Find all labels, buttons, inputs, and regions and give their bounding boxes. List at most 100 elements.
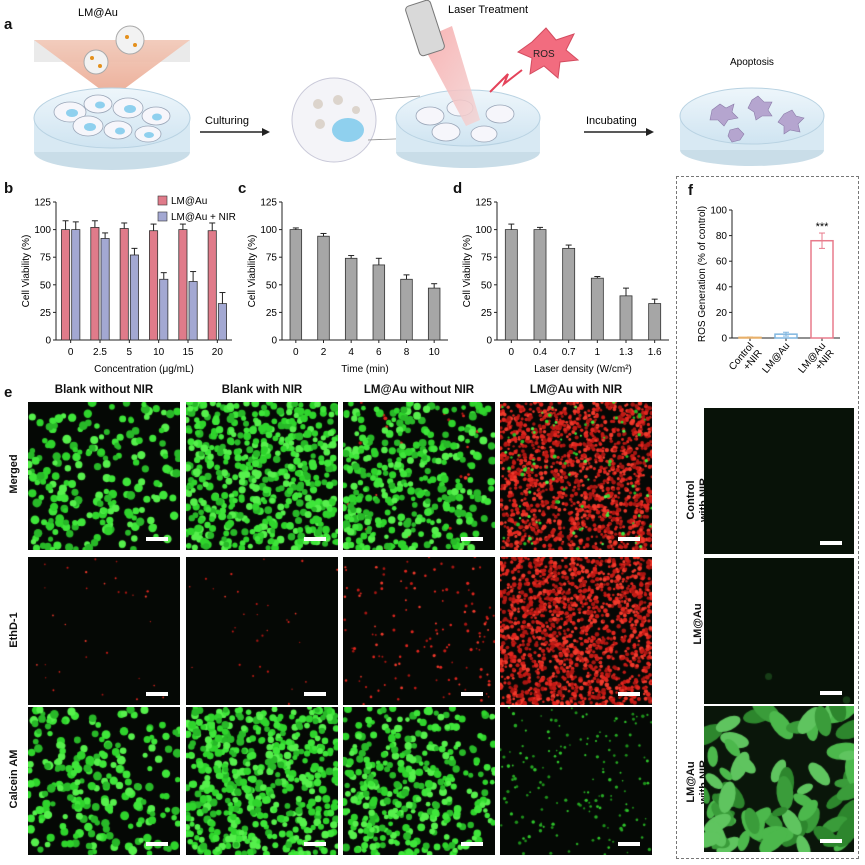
scale-bar xyxy=(820,691,842,695)
y-axis-label: Cell Viability (%) xyxy=(21,235,32,308)
bar-value xyxy=(562,247,576,341)
x-tick-label: 1 xyxy=(595,347,601,358)
incubating-label: Incubating xyxy=(586,115,637,127)
micrograph-merged-blank-with-nir xyxy=(186,402,338,550)
x-tick-label: 5 xyxy=(127,347,133,358)
row-label-merged: Merged xyxy=(8,454,20,494)
bar-value xyxy=(372,264,386,341)
x-tick-label: 15 xyxy=(182,347,194,358)
col-title-lmau-without-nir: LM@Au without NIR xyxy=(363,384,475,396)
x-tick-label: 0 xyxy=(293,347,299,358)
particle-beam xyxy=(34,40,190,98)
y-tick-label: 100 xyxy=(710,206,727,217)
scale-bar xyxy=(304,537,326,541)
micrograph-calcein-am-blank-without-nir xyxy=(28,707,180,855)
apoptosis-label: Apoptosis xyxy=(730,57,774,68)
panel-label-c: c xyxy=(238,180,247,197)
legend-label-1: LM@Au + NIR xyxy=(171,212,236,223)
x-tick-label: 0.7 xyxy=(562,347,576,358)
y-tick-label: 50 xyxy=(40,280,52,291)
row-label-ethd1: EthD-1 xyxy=(8,612,20,648)
scale-bar xyxy=(146,842,168,846)
micrograph-calcein-am-lmau-without-nir xyxy=(343,707,495,855)
y-tick-label: 50 xyxy=(266,280,278,291)
panel-f-frame xyxy=(676,176,859,859)
bar-value xyxy=(427,287,441,341)
y-axis-label: Cell Viability (%) xyxy=(247,235,258,308)
y-tick-label: 60 xyxy=(716,257,728,268)
ros-micrograph-lmau-with-nir xyxy=(704,706,854,852)
bar-lmau xyxy=(178,229,188,341)
x-tick-label: 1.3 xyxy=(619,347,633,358)
bar-value xyxy=(810,239,834,339)
y-tick-label: 0 xyxy=(45,336,51,347)
x-tick-label: Control+NIR xyxy=(727,341,765,380)
scale-bar xyxy=(146,692,168,696)
culture-dish-1 xyxy=(33,25,191,170)
y-tick-label: 100 xyxy=(34,225,51,236)
bar-lmau xyxy=(61,229,71,341)
y-axis-label: Cell Viability (%) xyxy=(462,235,473,308)
x-tick-label-group: LM@Au xyxy=(761,341,793,376)
x-tick-label: LM@Au+NIR xyxy=(797,341,837,383)
lm-au-particle xyxy=(115,25,145,55)
y-tick-label: 25 xyxy=(266,308,278,319)
culture-dish-2 xyxy=(395,0,580,168)
bar-lmau-nir xyxy=(217,303,227,341)
micrograph-calcein-am-blank-with-nir xyxy=(186,707,338,855)
scale-bar xyxy=(618,537,640,541)
lm-au-label: LM@Au xyxy=(78,7,118,19)
bar-value xyxy=(289,229,303,341)
y-tick-label: 40 xyxy=(716,282,728,293)
bar-value xyxy=(590,277,604,341)
y-tick-label: 25 xyxy=(40,308,52,319)
x-tick-label: 1.6 xyxy=(648,347,662,358)
x-tick-label-group: Control+NIR xyxy=(727,341,765,380)
x-tick-label: 6 xyxy=(376,347,382,358)
y-tick-label: 75 xyxy=(481,253,493,264)
y-tick-label: 75 xyxy=(266,253,278,264)
culture-dish-3 xyxy=(679,87,825,166)
scale-bar xyxy=(820,839,842,843)
bar-value xyxy=(344,257,358,341)
x-tick-label: 10 xyxy=(153,347,165,358)
x-tick-label: 20 xyxy=(212,347,224,358)
y-tick-label: 25 xyxy=(481,308,493,319)
scale-bar xyxy=(820,541,842,545)
y-tick-label: 50 xyxy=(481,280,493,291)
laser-label: Laser Treatment xyxy=(448,4,528,16)
chart-d-cell-viability-laser: 0 25 50 75 100 125 Cell Viability (%) Laser den… xyxy=(462,198,669,375)
scale-bar xyxy=(461,842,483,846)
x-tick-label: 2 xyxy=(321,347,327,358)
panel-label-f: f xyxy=(688,182,693,199)
legend-swatch-1 xyxy=(157,211,168,222)
x-tick-label: LM@Au xyxy=(761,341,793,376)
x-tick-label: 2.5 xyxy=(93,347,107,358)
y-tick-label: 100 xyxy=(260,225,277,236)
col-title-blank-without-nir: Blank without NIR xyxy=(54,384,154,396)
scale-bar xyxy=(304,692,326,696)
significance-annotation: *** xyxy=(816,221,830,233)
ros-micrograph-lmau xyxy=(704,558,854,704)
panel-label-a: a xyxy=(4,16,13,33)
scale-bar xyxy=(461,537,483,541)
legend-swatch-0 xyxy=(157,195,168,206)
scale-bar xyxy=(304,842,326,846)
micrograph-ethd1-blank-with-nir xyxy=(186,557,338,705)
bar-value xyxy=(533,229,547,341)
culturing-label: Culturing xyxy=(205,115,249,127)
x-axis-label: Laser density (W/cm²) xyxy=(534,364,632,375)
x-tick-label-group: LM@Au+NIR xyxy=(797,341,837,383)
micrograph-ethd1-blank-without-nir xyxy=(28,557,180,705)
bar-lmau xyxy=(149,230,159,341)
y-tick-label: 125 xyxy=(34,198,51,209)
y-tick-label: 0 xyxy=(486,336,492,347)
y-tick-label: 80 xyxy=(716,231,728,242)
x-axis-label: Concentration (μg/mL) xyxy=(94,364,194,375)
x-tick-label: 0 xyxy=(68,347,74,358)
micrograph-ethd1-lmau-without-nir xyxy=(343,557,495,705)
bar-value xyxy=(317,235,330,341)
micrograph-merged-lmau-with-nir xyxy=(500,402,652,550)
